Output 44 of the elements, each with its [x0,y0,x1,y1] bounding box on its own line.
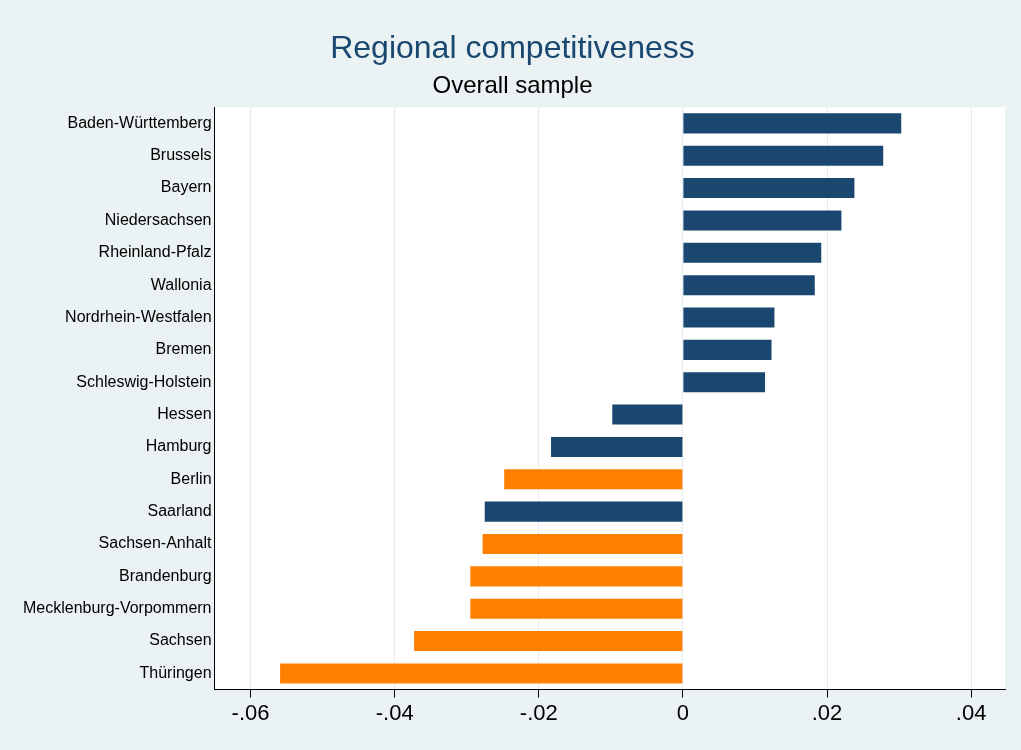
bar [414,631,683,652]
bar [504,469,683,490]
bar [683,275,815,296]
y-tick-label: Berlin [170,469,212,487]
y-tick-label: Bayern [160,178,212,196]
y-tick-label: Mecklenburg-Vorpommern [22,599,212,617]
y-tick-label: Sachsen-Anhalt [98,534,213,552]
x-tick-label: -.02 [519,699,558,725]
y-tick-label: Brussels [150,146,212,164]
x-tick-label: -.04 [375,699,414,725]
y-tick-label: Hamburg [145,437,212,455]
bar [470,566,683,587]
x-tick-label: .04 [955,699,987,725]
y-tick-label: Niedersachsen [104,210,212,228]
y-tick-label: Baden-Württemberg [67,113,212,131]
bar [683,178,855,199]
bar [683,372,766,393]
x-tick-label: 0 [676,699,690,725]
x-tick-label: .02 [811,699,843,725]
y-tick-label: Nordrhein-Westfalen [65,307,212,325]
bar [280,663,683,684]
bar [683,113,902,134]
bar [484,501,683,522]
y-tick-label: Saarland [147,502,212,520]
y-tick-label: Thüringen [139,663,212,681]
y-tick-label: Sachsen [149,631,212,649]
bar [470,598,683,619]
bar [683,242,822,263]
x-tick-label: -.06 [231,699,270,725]
y-tick-label: Hessen [157,404,212,422]
y-tick-label: Bremen [155,340,212,358]
bar [612,404,683,425]
y-tick-label: Brandenburg [119,566,212,584]
y-tick-label: Wallonia [150,275,212,293]
bar [683,339,772,360]
bar [551,436,683,457]
chart-title: Regional competitiveness [330,29,695,66]
bar [683,145,884,166]
chart-subtitle: Overall sample [432,71,593,99]
bar [683,210,842,231]
y-tick-label: Rheinland-Pfalz [98,243,212,261]
bar [482,533,683,555]
bar [683,307,775,328]
y-tick-label: Schleswig-Holstein [76,372,212,390]
